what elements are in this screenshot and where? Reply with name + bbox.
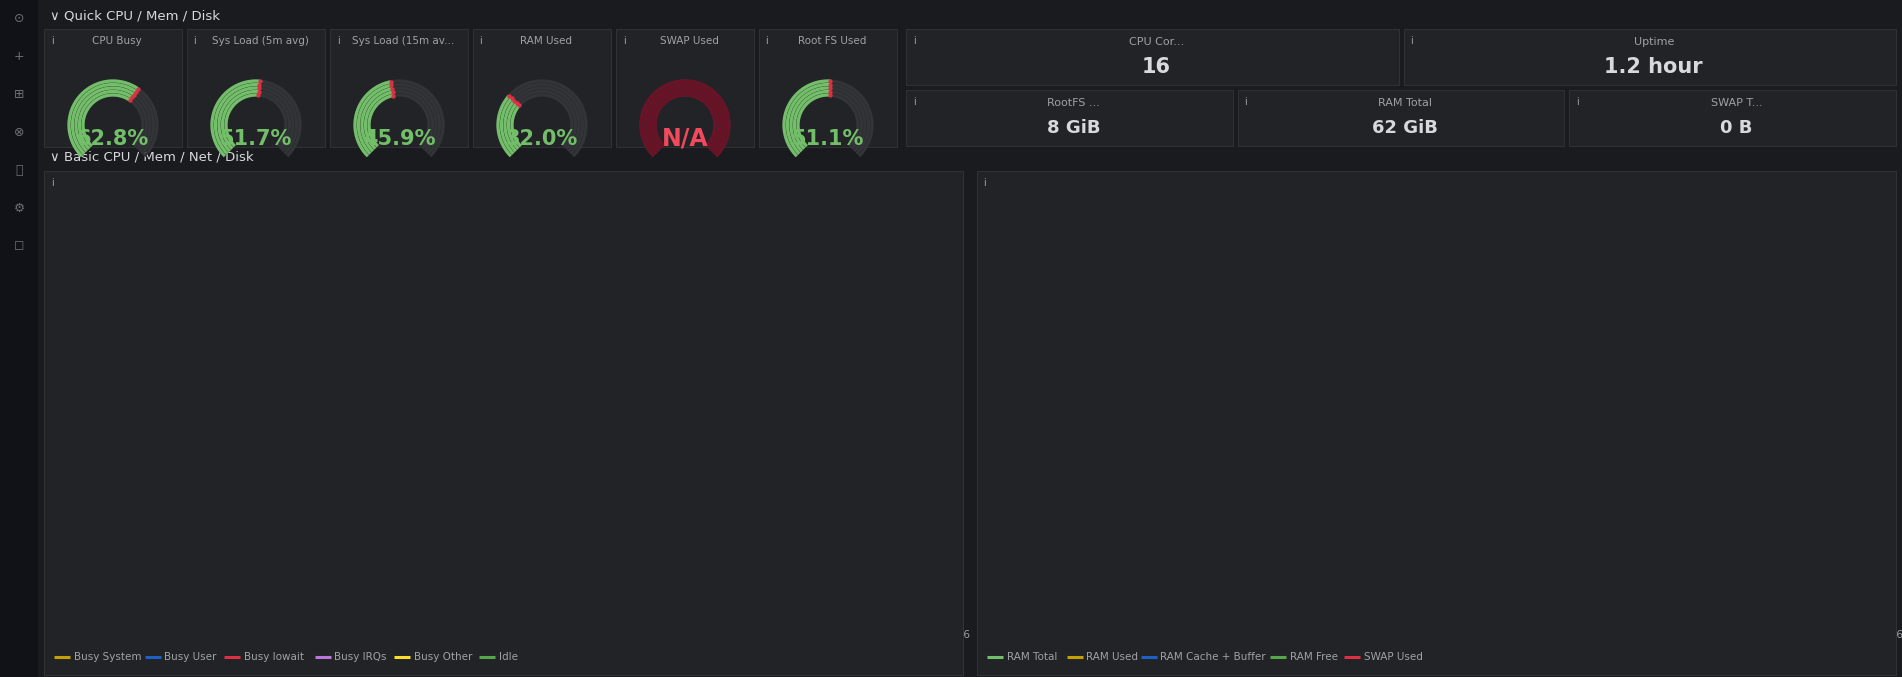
Text: i: i <box>1409 36 1413 46</box>
Text: ∨ Quick CPU / Mem / Disk: ∨ Quick CPU / Mem / Disk <box>49 9 221 22</box>
Text: i: i <box>767 36 768 46</box>
Text: Busy Iowait: Busy Iowait <box>243 652 304 662</box>
Text: ◻: ◻ <box>13 240 25 253</box>
Text: 🔔: 🔔 <box>15 164 23 177</box>
FancyBboxPatch shape <box>44 171 962 675</box>
FancyBboxPatch shape <box>44 29 183 147</box>
Text: Sys Load (15m av...: Sys Load (15m av... <box>352 36 455 46</box>
Text: i: i <box>983 178 987 188</box>
FancyBboxPatch shape <box>1569 90 1896 146</box>
Text: Idle: Idle <box>498 652 517 662</box>
Text: i: i <box>51 36 53 46</box>
Text: i: i <box>913 36 915 46</box>
Text: Busy IRQs: Busy IRQs <box>335 652 386 662</box>
Text: 32.0%: 32.0% <box>506 129 578 149</box>
Text: RootFS ...: RootFS ... <box>1046 98 1099 108</box>
Text: RAM Total: RAM Total <box>1379 98 1432 108</box>
Title: CPU Basic: CPU Basic <box>493 181 559 194</box>
Text: RAM Total: RAM Total <box>1006 652 1058 662</box>
Text: 16: 16 <box>1141 57 1172 77</box>
FancyBboxPatch shape <box>905 90 1232 146</box>
Bar <box>0 0 38 677</box>
Text: 0 B: 0 B <box>1721 119 1754 137</box>
Text: i: i <box>194 36 196 46</box>
Text: i: i <box>337 36 339 46</box>
Text: Busy Other: Busy Other <box>415 652 472 662</box>
Text: RAM Cache + Buffer: RAM Cache + Buffer <box>1160 652 1267 662</box>
Text: CPU Busy: CPU Busy <box>91 36 143 46</box>
Text: SWAP Used: SWAP Used <box>1364 652 1423 662</box>
Text: SWAP Used: SWAP Used <box>660 36 719 46</box>
Title: Memory Basic: Memory Basic <box>1417 181 1510 194</box>
FancyBboxPatch shape <box>474 29 611 147</box>
FancyBboxPatch shape <box>978 171 1896 675</box>
FancyBboxPatch shape <box>1404 29 1896 85</box>
FancyBboxPatch shape <box>759 29 898 147</box>
Text: 8 GiB: 8 GiB <box>1046 119 1099 137</box>
Text: CPU Cor...: CPU Cor... <box>1128 37 1183 47</box>
Text: RAM Free: RAM Free <box>1290 652 1337 662</box>
Text: i: i <box>913 97 915 107</box>
Text: 45.9%: 45.9% <box>363 129 436 149</box>
Text: i: i <box>1577 97 1579 107</box>
Text: 62 GiB: 62 GiB <box>1371 119 1438 137</box>
Text: N/A: N/A <box>662 127 708 151</box>
FancyBboxPatch shape <box>616 29 753 147</box>
FancyBboxPatch shape <box>905 29 1398 85</box>
Text: 51.1%: 51.1% <box>791 129 864 149</box>
Text: 1.2 hour: 1.2 hour <box>1605 57 1702 77</box>
FancyBboxPatch shape <box>186 29 325 147</box>
Text: i: i <box>51 178 53 188</box>
Text: Sys Load (5m avg): Sys Load (5m avg) <box>211 36 308 46</box>
Text: RAM Used: RAM Used <box>1086 652 1139 662</box>
Text: 51.7%: 51.7% <box>221 129 293 149</box>
Text: Busy User: Busy User <box>164 652 217 662</box>
FancyBboxPatch shape <box>331 29 468 147</box>
Text: ⚙: ⚙ <box>13 202 25 215</box>
Text: ∨ Basic CPU / Mem / Net / Disk: ∨ Basic CPU / Mem / Net / Disk <box>49 150 253 164</box>
Text: SWAP T...: SWAP T... <box>1712 98 1763 108</box>
Text: i: i <box>622 36 626 46</box>
Text: i: i <box>1244 97 1248 107</box>
Text: ⊗: ⊗ <box>13 125 25 139</box>
Text: Busy System: Busy System <box>74 652 141 662</box>
Text: RAM Used: RAM Used <box>519 36 573 46</box>
Text: +: + <box>13 49 25 62</box>
Text: ⊞: ⊞ <box>13 87 25 100</box>
Text: Root FS Used: Root FS Used <box>797 36 865 46</box>
Text: ⊙: ⊙ <box>13 12 25 24</box>
Text: i: i <box>479 36 483 46</box>
FancyBboxPatch shape <box>1238 90 1563 146</box>
Text: 62.8%: 62.8% <box>76 129 148 149</box>
Text: Uptime: Uptime <box>1634 37 1674 47</box>
